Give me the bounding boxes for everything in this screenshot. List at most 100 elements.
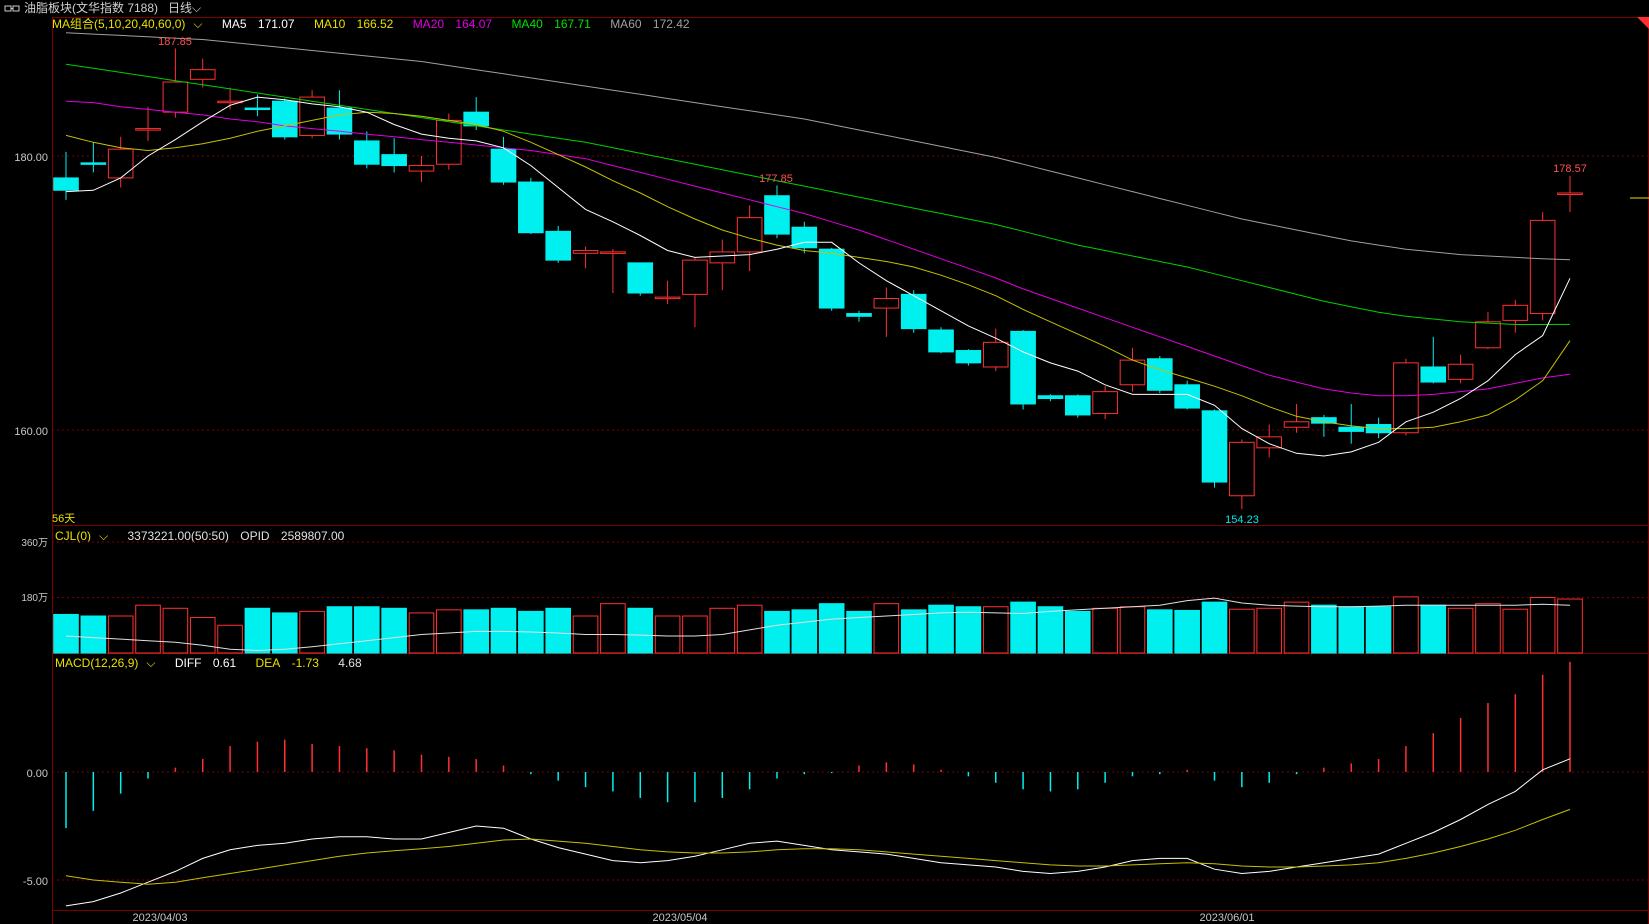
- main-legend: MA组合(5,10,20,40,60,0) ⌵ MA5 171.07 MA10 1…: [52, 17, 706, 31]
- candle-body: [53, 177, 79, 191]
- volume-bar: [873, 603, 900, 654]
- dea-legend: DEA -1.73: [255, 656, 319, 670]
- candle-body: [928, 329, 954, 353]
- candle-body: [600, 251, 626, 254]
- volume-bar: [791, 609, 818, 654]
- candle-body: [1447, 363, 1474, 380]
- candle-body: [1311, 417, 1337, 424]
- volume-bar: [299, 610, 325, 654]
- candle-body: [627, 262, 654, 294]
- candle-body: [1037, 395, 1064, 399]
- ma40-legend: MA40 167.71: [511, 17, 591, 31]
- candle-body: [1502, 304, 1529, 321]
- high-label-1: 187.85: [158, 36, 192, 48]
- macd-lines: [65, 758, 1571, 907]
- price-tick-160: 160.00: [14, 426, 48, 438]
- volume-bar: [436, 609, 462, 654]
- volume-bar: [627, 607, 654, 654]
- macd-value: 4.68: [338, 656, 362, 670]
- candle-body: [490, 148, 517, 183]
- candle-body: [900, 293, 927, 330]
- date-tick-2: 2023/05/04: [652, 912, 707, 924]
- candle-body: [408, 165, 435, 172]
- candle-body: [353, 140, 380, 165]
- instrument-title: 油脂板块(文华指数 7188): [24, 1, 159, 15]
- volume-bar: [1447, 607, 1474, 654]
- volume-bar: [1420, 604, 1447, 654]
- ma10-line: [65, 111, 1571, 430]
- candle-body: [955, 350, 982, 364]
- candle-body: [1557, 192, 1583, 195]
- candle-body: [135, 128, 161, 131]
- corner-marker: [1637, 17, 1649, 29]
- dea-line: [65, 808, 1571, 885]
- ma5-legend: MA5 171.07: [221, 17, 295, 31]
- price-tick-180: 180.00: [14, 152, 48, 164]
- gridlines: [52, 155, 1649, 881]
- volume-bar: [1393, 596, 1419, 654]
- volume-bar: [1064, 610, 1091, 654]
- candle-body: [1529, 219, 1556, 315]
- last-high-label: 178.57: [1553, 163, 1587, 175]
- macd-legend: MACD(12,26,9) ⌵ DIFF 0.61 DEA -1.73 4.68: [55, 656, 370, 670]
- moving-average-lines: [65, 32, 1571, 457]
- candle-body: [982, 341, 1009, 368]
- candle-body: [818, 248, 845, 309]
- ma-group-selector[interactable]: MA组合(5,10,20,40,60,0) ⌵: [52, 17, 211, 31]
- volume-bar: [271, 612, 298, 654]
- volume-bar: [244, 607, 271, 654]
- candle-body: [189, 69, 216, 80]
- ma5-line: [65, 96, 1571, 457]
- candle-body: [1092, 391, 1118, 415]
- volume-bar: [764, 610, 790, 654]
- volume-bar: [353, 606, 380, 654]
- macd-histogram: [65, 661, 1571, 829]
- macd-tick-0: 0.00: [27, 768, 48, 780]
- candle-body: [736, 217, 763, 253]
- ma20-legend: MA20 164.07: [412, 17, 493, 31]
- date-tick-1: 2023/04/03: [132, 912, 187, 924]
- candle-body: [654, 296, 681, 300]
- volume-bar: [381, 607, 407, 654]
- candle-body: [107, 148, 134, 179]
- candle-body: [682, 259, 708, 295]
- candles: [53, 48, 1583, 510]
- title-bar: 油脂板块(文华指数 7188) 日线⌵: [0, 0, 1649, 17]
- link-icon[interactable]: [4, 0, 20, 17]
- candle-body: [1010, 330, 1036, 405]
- candle-body: [326, 107, 353, 135]
- candle-body: [1420, 366, 1447, 383]
- candle-body: [1338, 426, 1365, 432]
- volume-indicator-selector[interactable]: CJL(0) ⌵: [55, 529, 116, 543]
- macd-indicator-selector[interactable]: MACD(12,26,9) ⌵: [55, 656, 163, 670]
- candle-body: [545, 230, 572, 261]
- volume-bar: [107, 615, 134, 654]
- candle-body: [873, 297, 900, 309]
- days-count: 56天: [52, 513, 75, 525]
- ma40-line: [65, 63, 1571, 325]
- volume-bar: [490, 607, 517, 654]
- high-label-2: 177.85: [759, 173, 793, 185]
- volume-bar: [1229, 608, 1255, 654]
- volume-bar: [135, 604, 161, 654]
- volume-indicator-label: CJL(0): [55, 529, 92, 543]
- volume-bar: [1147, 609, 1173, 654]
- volume-bar: [900, 609, 927, 654]
- period-selector[interactable]: 日线⌵: [168, 0, 201, 17]
- volume-bar: [1557, 598, 1583, 654]
- volume-bar: [53, 613, 79, 654]
- volume-bar: [1174, 609, 1200, 654]
- candle-body: [1229, 441, 1255, 497]
- candle-body: [846, 313, 872, 317]
- ma60-legend: MA60 172.42: [610, 17, 690, 31]
- chevron-down-icon: ⌵: [99, 529, 109, 543]
- ma-group-label: MA组合(5,10,20,40,60,0): [52, 17, 186, 31]
- period-label: 日线: [168, 1, 193, 15]
- volume-tick-360: 360万: [21, 538, 48, 549]
- candle-body: [1393, 362, 1419, 434]
- volume-bar: [1010, 601, 1036, 654]
- low-label: 154.23: [1225, 514, 1259, 526]
- candle-body: [709, 251, 736, 264]
- candle-body: [518, 181, 544, 234]
